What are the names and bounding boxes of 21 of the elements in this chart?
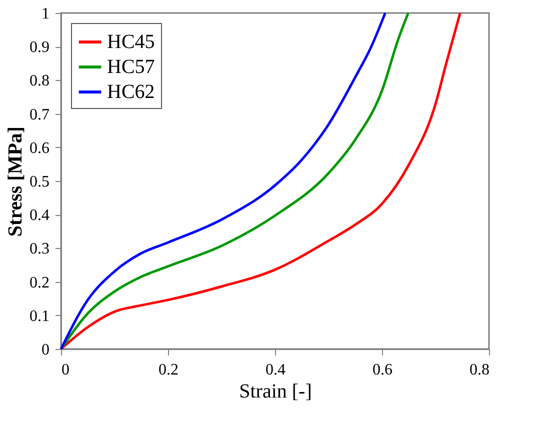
x-axis-title: Strain [-] [239,380,312,402]
x-tick-label: 0 [62,362,70,378]
legend-label: HC57 [107,56,155,78]
y-axis-title: Stress [MPa] [4,126,26,237]
y-tick-label: 0.5 [30,174,50,190]
y-tick-label: 0.6 [30,140,50,157]
y-tick-label: 0.3 [30,240,50,258]
legend-label: HC62 [107,81,155,103]
x-tick-label: 0.8 [470,362,490,378]
y-tick-label: 0.1 [30,308,50,325]
y-tick-label: 0 [42,342,50,358]
y-tick-label: 0.2 [30,274,50,292]
y-tick-label: 0.7 [30,106,50,124]
y-tick-label: 0.8 [30,72,50,90]
x-tick-label: 0.4 [266,362,286,378]
y-tick-label: 0.9 [30,39,50,56]
y-tick-label: 1 [42,6,50,22]
x-tick-label: 0.2 [158,362,178,378]
legend-label: HC45 [107,31,155,53]
y-tick-label: 0.4 [30,207,50,224]
x-tick-label: 0.6 [372,362,392,378]
